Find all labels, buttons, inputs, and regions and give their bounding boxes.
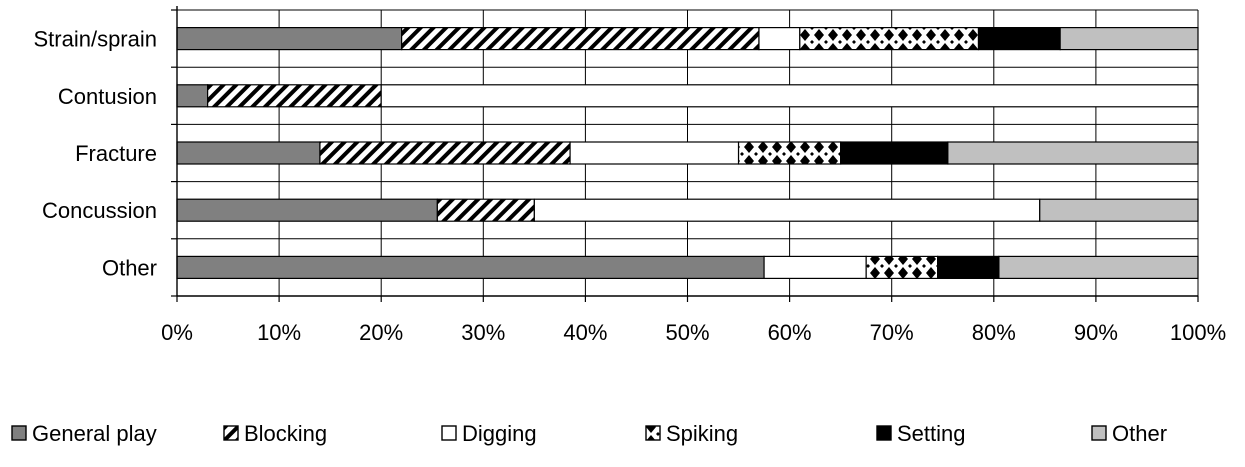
legend: General play Blocking Digging Spiking Settin…: [11, 421, 1167, 446]
legend-label: Other: [1112, 421, 1167, 446]
bar-segment-other: [947, 141, 1199, 165]
bar-segment-general-play: [176, 141, 321, 165]
grid: [177, 9, 1199, 296]
bar-segment-spiking: [799, 27, 980, 51]
bar-segment-blocking: [319, 141, 571, 165]
labels: 0% 10% 20% 30% 40% 50% 60% 70% 80% 90% 100% Strain/…: [33, 27, 1226, 345]
bar-segment-spiking: [865, 255, 939, 279]
bar-segment-general-play: [176, 198, 438, 222]
bar-segment-setting: [840, 141, 949, 165]
x-tick-label: 100%: [1170, 320, 1226, 345]
legend-swatch: [11, 425, 27, 441]
x-tick-label: 70%: [870, 320, 914, 345]
category-label: Contusion: [58, 84, 157, 109]
x-tick-label: 90%: [1074, 320, 1118, 345]
bar-segment-blocking: [436, 198, 535, 222]
bars: [176, 27, 1199, 279]
category-label: Fracture: [75, 141, 157, 166]
legend-label: Setting: [897, 421, 966, 446]
bar-segment-setting: [937, 255, 1000, 279]
x-tick-label: 40%: [563, 320, 607, 345]
bar-segment-other: [1039, 198, 1199, 222]
bar-segment-other: [998, 255, 1199, 279]
legend-label: Blocking: [244, 421, 327, 446]
x-tick-label: 20%: [359, 320, 403, 345]
x-tick-label: 0%: [161, 320, 193, 345]
legend-swatch: [876, 425, 892, 441]
x-tick-label: 50%: [665, 320, 709, 345]
bar-segment-general-play: [176, 255, 765, 279]
legend-label: Spiking: [666, 421, 738, 446]
x-tick-label: 10%: [257, 320, 301, 345]
bar-segment-general-play: [176, 84, 209, 108]
axes: [171, 6, 1199, 302]
category-label: Strain/sprain: [33, 27, 157, 52]
x-tick-label: 80%: [972, 320, 1016, 345]
bar-segment-digging: [569, 141, 740, 165]
legend-swatch: [645, 425, 661, 441]
legend-swatch: [223, 425, 239, 441]
legend-swatch: [1091, 425, 1107, 441]
legend-label: Digging: [462, 421, 537, 446]
bar-segment-digging: [533, 198, 1041, 222]
x-tick-label: 60%: [768, 320, 812, 345]
bar-segment-digging: [380, 84, 1199, 108]
bar-segment-blocking: [401, 27, 760, 51]
legend-label: General play: [32, 421, 157, 446]
bar-segment-general-play: [176, 27, 403, 51]
bar-segment-digging: [758, 27, 801, 51]
x-tick-label: 30%: [461, 320, 505, 345]
category-label: Concussion: [42, 198, 157, 223]
bar-segment-spiking: [737, 141, 842, 165]
bar-segment-blocking: [207, 84, 382, 108]
legend-swatch: [441, 425, 457, 441]
bar-segment-other: [1059, 27, 1199, 51]
category-label: Other: [102, 255, 157, 280]
bar-segment-setting: [977, 27, 1061, 51]
bar-segment-digging: [763, 255, 867, 279]
